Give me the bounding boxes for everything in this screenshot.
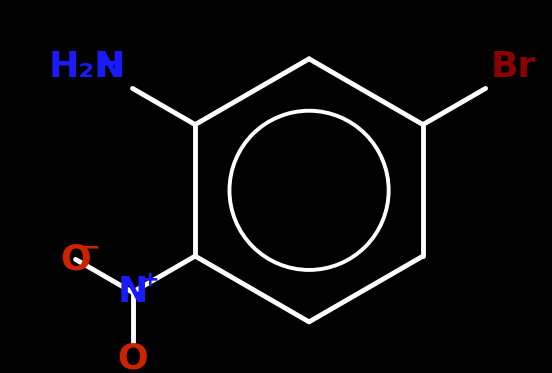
Text: N: N	[118, 275, 148, 309]
Text: +: +	[141, 270, 159, 290]
Text: O: O	[117, 341, 148, 373]
Text: H: H	[95, 50, 125, 84]
Text: −: −	[82, 237, 100, 257]
Text: H₂N: H₂N	[49, 50, 125, 84]
Text: O: O	[60, 242, 91, 276]
Text: Br: Br	[490, 50, 535, 84]
